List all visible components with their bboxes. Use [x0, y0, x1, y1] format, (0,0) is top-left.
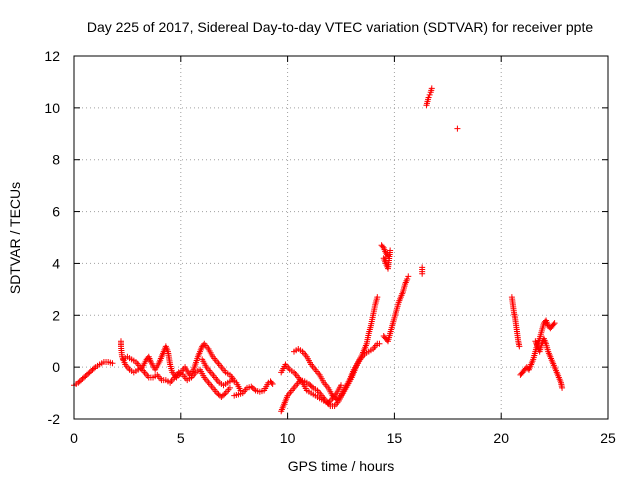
data-point [376, 340, 383, 347]
data-point [214, 390, 221, 397]
data-point [308, 383, 315, 390]
data-point [333, 396, 340, 403]
data-point [338, 382, 344, 389]
x-tick-label: 10 [280, 430, 296, 446]
axis-ticks: 0 5 10 15 20 25 -2 0 2 4 6 8 10 12 [44, 48, 616, 446]
x-tick-label: 20 [493, 430, 509, 446]
data-point [307, 382, 314, 389]
data-point [305, 380, 312, 387]
data-point [90, 365, 97, 372]
y-axis-label: SDTVAR / TECUs [7, 182, 23, 294]
x-tick-label: 25 [600, 430, 616, 446]
chart-title: Day 225 of 2017, Sidereal Day-to-day VTE… [87, 19, 594, 35]
data-point [269, 380, 276, 387]
y-tick-label: 0 [52, 359, 60, 375]
series-arc-9 [378, 242, 394, 272]
grid [74, 56, 608, 419]
series-arc-14 [508, 294, 523, 350]
data-point [249, 384, 256, 391]
data-point [89, 366, 96, 373]
y-tick-label: 6 [52, 204, 60, 220]
data-point [551, 320, 558, 327]
series-arc-8 [291, 294, 381, 403]
plot-frame [73, 55, 609, 420]
data-point [268, 379, 275, 386]
series-arc-13 [454, 125, 461, 132]
y-tick-label: 8 [52, 152, 60, 168]
data-point [387, 247, 394, 254]
series-arc-10 [380, 273, 412, 345]
data-point [221, 391, 228, 398]
data-points [71, 85, 566, 415]
data-point [379, 243, 386, 250]
data-point [251, 386, 258, 393]
data-point [219, 392, 226, 399]
data-point [374, 294, 381, 301]
y-tick-label: 2 [52, 307, 60, 323]
data-point [83, 371, 90, 378]
data-point [425, 94, 432, 101]
x-tick-label: 15 [387, 430, 403, 446]
data-point [428, 85, 435, 92]
series-arc-16 [532, 335, 566, 391]
data-point [419, 264, 426, 271]
data-point [516, 343, 523, 350]
data-point [404, 275, 411, 282]
y-tick-label: 4 [52, 255, 60, 271]
series-arc-3 [120, 353, 233, 400]
data-point [85, 370, 92, 377]
data-point [82, 373, 89, 380]
data-point [78, 377, 85, 384]
data-point [109, 360, 116, 367]
series-arc-11 [419, 264, 426, 277]
data-point [426, 91, 433, 98]
data-point [329, 392, 336, 399]
y-tick-label: 12 [44, 48, 60, 64]
series-arc-4 [199, 356, 244, 394]
data-point [330, 393, 337, 400]
data-point [454, 125, 461, 132]
data-point [79, 375, 86, 382]
data-point [335, 395, 342, 402]
y-tick-label: -2 [48, 411, 61, 427]
series-arc-7 [278, 361, 344, 407]
data-point [86, 369, 93, 376]
data-point [88, 368, 95, 375]
data-point [218, 393, 225, 400]
x-axis-label: GPS time / hours [288, 458, 395, 474]
data-point [215, 391, 222, 398]
data-point [80, 374, 87, 381]
data-point [75, 379, 82, 386]
data-point [248, 383, 255, 390]
series-arc-12 [423, 85, 435, 109]
series-arc-5 [231, 378, 276, 399]
data-point [405, 273, 412, 280]
data-point [336, 393, 343, 400]
y-tick-label: 10 [44, 100, 60, 116]
x-tick-label: 0 [70, 430, 78, 446]
series-arc-1 [71, 358, 116, 389]
data-point [550, 321, 557, 328]
data-point [559, 384, 566, 391]
data-point [226, 384, 233, 391]
data-point [76, 378, 83, 385]
x-tick-label: 5 [177, 430, 185, 446]
